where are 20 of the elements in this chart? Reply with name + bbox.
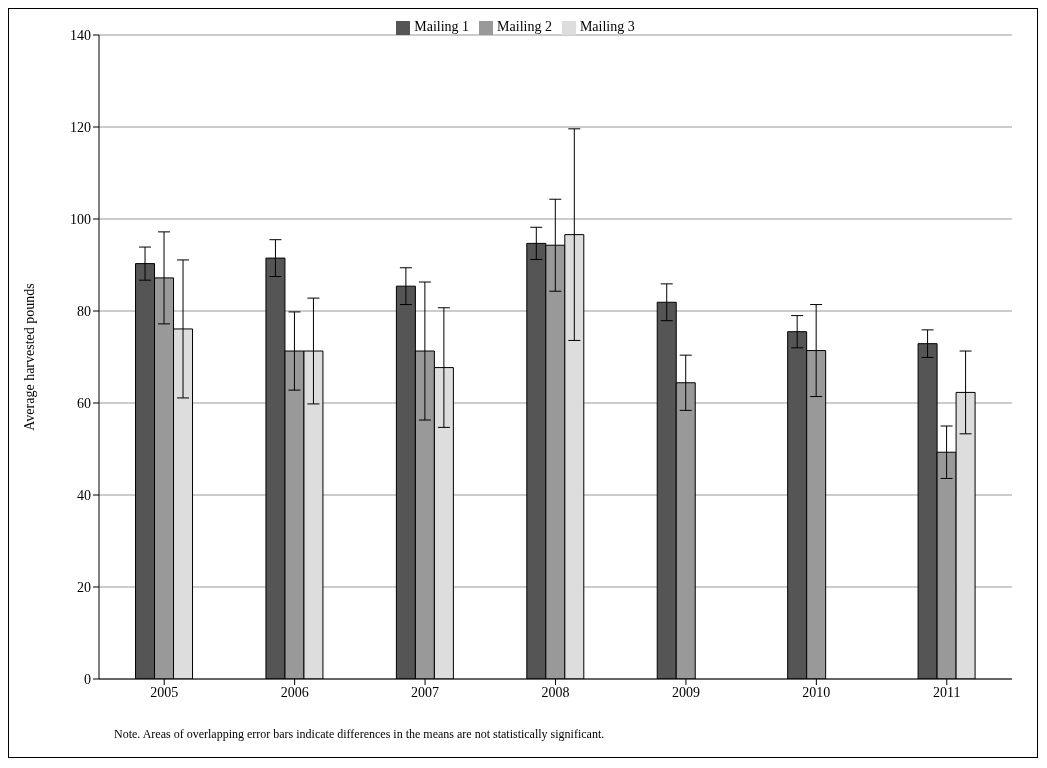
x-tick-label: 2005: [150, 684, 179, 700]
legend-label: Mailing 1: [414, 19, 470, 34]
y-tick-label: 80: [77, 303, 91, 319]
x-tick-label: 2010: [802, 684, 831, 700]
y-tick-label: 0: [84, 671, 91, 687]
y-tick-label: 60: [77, 395, 91, 411]
x-tick-label: 2008: [541, 684, 570, 700]
x-tick-label: 2006: [280, 684, 309, 700]
x-tick-label: 2011: [933, 684, 961, 700]
y-tick-label: 20: [77, 579, 91, 595]
x-tick-label: 2007: [411, 684, 440, 700]
x-tick-label: 2009: [671, 684, 700, 700]
y-tick-label: 40: [77, 487, 91, 503]
legend-label: Mailing 2: [497, 19, 552, 34]
y-tick-label: 120: [70, 119, 91, 135]
y-tick-label: 100: [70, 211, 91, 227]
text: Note. Areas of overlapping error bars indicate differences in the means are not statistically significant.: [114, 727, 605, 742]
legend-label: Mailing 3: [579, 19, 635, 34]
y-tick-label: 140: [70, 27, 91, 43]
y-axis-title: Average harvested pounds: [21, 283, 37, 431]
